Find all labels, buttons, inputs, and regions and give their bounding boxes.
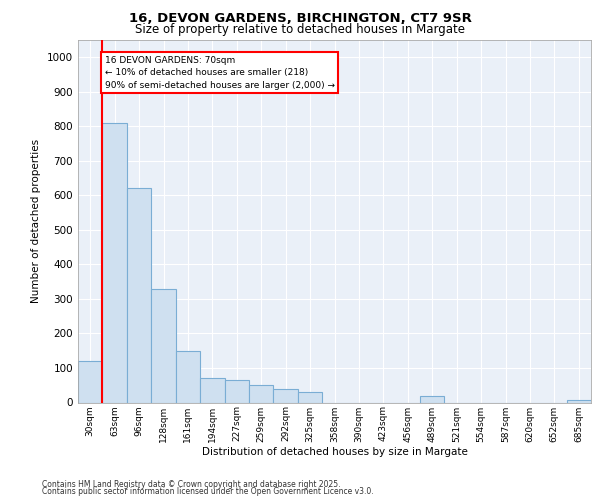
Bar [420,396,445,402]
Text: 16 DEVON GARDENS: 70sqm
← 10% of detached houses are smaller (218)
90% of semi-d: 16 DEVON GARDENS: 70sqm ← 10% of detache… [105,56,335,90]
Bar [103,123,127,402]
Text: 16, DEVON GARDENS, BIRCHINGTON, CT7 9SR: 16, DEVON GARDENS, BIRCHINGTON, CT7 9SR [128,12,472,26]
Bar [127,188,151,402]
Bar [298,392,322,402]
Bar [151,288,176,403]
Bar [249,385,274,402]
Bar [78,361,103,403]
Bar [224,380,249,402]
Y-axis label: Number of detached properties: Number of detached properties [31,139,41,304]
Text: Size of property relative to detached houses in Margate: Size of property relative to detached ho… [135,22,465,36]
Text: Contains public sector information licensed under the Open Government Licence v3: Contains public sector information licen… [42,488,374,496]
Bar [566,400,591,402]
Bar [176,350,200,403]
X-axis label: Distribution of detached houses by size in Margate: Distribution of detached houses by size … [202,447,467,457]
Text: Contains HM Land Registry data © Crown copyright and database right 2025.: Contains HM Land Registry data © Crown c… [42,480,341,489]
Bar [274,388,298,402]
Bar [200,378,224,402]
